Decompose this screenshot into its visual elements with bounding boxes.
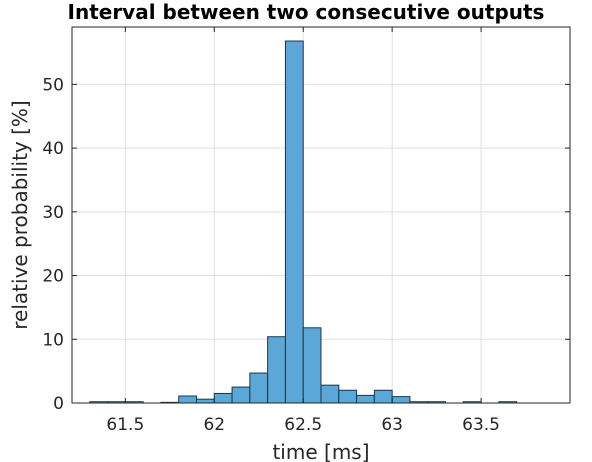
- ticks: 61.5 62 62.5 63 63.5 0 10 20 30 40 50: [42, 27, 570, 435]
- y-axis-label: relative probability [%]: [8, 100, 32, 329]
- x-tick-label: 63.5: [462, 415, 500, 435]
- x-tick-label: 61.5: [106, 415, 144, 435]
- x-axis-label: time [ms]: [272, 440, 369, 462]
- histogram-bar: [320, 384, 340, 404]
- x-tick-label: 62: [203, 415, 225, 435]
- y-tick-label: 50: [42, 75, 64, 95]
- histogram-bar: [391, 396, 411, 404]
- y-tick-label: 40: [42, 139, 64, 159]
- x-tick-label: 63: [381, 415, 403, 435]
- histogram-bar: [196, 398, 215, 404]
- y-tick-label: 30: [42, 203, 64, 223]
- histogram-bar: [338, 389, 358, 404]
- histogram-bar: [178, 395, 197, 404]
- histogram-bar: [267, 336, 286, 404]
- y-tick-label: 0: [53, 394, 64, 414]
- chart-title: Interval between two consecutive outputs: [68, 0, 545, 24]
- plot-frame: [71, 26, 571, 404]
- x-tick-label: 62.5: [284, 415, 322, 435]
- histogram-bar: [249, 372, 269, 404]
- histogram-bar: [231, 386, 251, 404]
- histogram-bar: [356, 394, 375, 404]
- histogram-bar: [373, 389, 393, 404]
- histogram-bar: [302, 327, 322, 404]
- bars: [89, 40, 518, 404]
- histogram-bar: [284, 40, 304, 404]
- histogram-bar: [213, 392, 233, 404]
- y-tick-label: 20: [42, 267, 64, 287]
- y-tick-label: 10: [42, 330, 64, 350]
